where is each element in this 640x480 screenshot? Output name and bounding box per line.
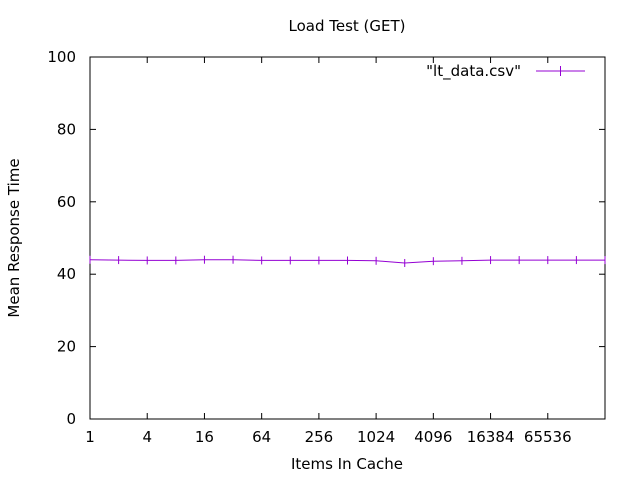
x-tick-label: 4096 [414, 428, 452, 446]
x-tick-label: 65536 [524, 428, 572, 446]
x-tick-label: 16384 [467, 428, 515, 446]
x-tick-label: 16 [195, 428, 214, 446]
x-tick-label: 256 [305, 428, 334, 446]
y-tick-label: 0 [66, 410, 76, 428]
y-tick-label: 100 [47, 48, 76, 66]
y-tick-label: 60 [57, 193, 76, 211]
x-tick-label: 4 [142, 428, 152, 446]
legend: "lt_data.csv" [426, 62, 585, 81]
x-tick-label: 1024 [357, 428, 395, 446]
series-layer [89, 255, 606, 267]
x-tick-label: 1 [85, 428, 95, 446]
chart-title: Load Test (GET) [288, 17, 405, 35]
y-axis: 0 20 40 60 80 100 [47, 48, 605, 428]
y-tick-label: 80 [57, 120, 76, 138]
y-axis-label: Mean Response Time [5, 158, 23, 317]
plot-frame [89, 56, 606, 420]
x-axis-label: Items In Cache [291, 455, 403, 473]
x-tick-label: 64 [252, 428, 271, 446]
y-tick-label: 40 [57, 265, 76, 283]
legend-label: "lt_data.csv" [426, 62, 521, 81]
y-tick-label: 20 [57, 338, 76, 356]
x-axis: 1 4 16 64 256 1024 4096 16384 65536 [85, 57, 572, 446]
